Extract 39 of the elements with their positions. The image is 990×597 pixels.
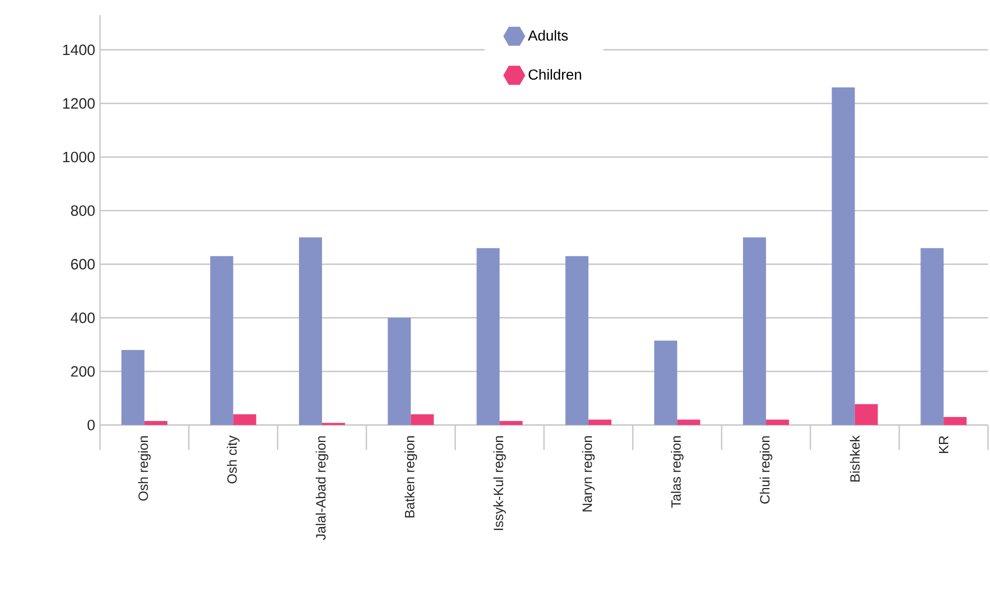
bar: [210, 256, 234, 425]
bar: [677, 420, 700, 425]
bar: [743, 237, 766, 425]
bar: [144, 420, 168, 425]
bar: [388, 318, 411, 425]
bar: [121, 350, 144, 425]
bar: [920, 248, 944, 425]
y-tick-label: 1400: [63, 44, 95, 56]
bar: [766, 420, 789, 425]
y-tick-label: 1000: [63, 152, 95, 162]
bar: [299, 237, 322, 425]
bar: [654, 340, 678, 425]
x-tick-label: Batken region: [404, 436, 418, 518]
bar: [832, 87, 855, 425]
y-tick-label: 200: [71, 366, 95, 377]
y-tick-label: 1200: [63, 98, 95, 109]
bar: [588, 420, 612, 425]
bar: [410, 414, 434, 425]
x-tick-label: Osh city: [226, 435, 240, 484]
bar: [565, 256, 588, 425]
y-tick-label: 600: [71, 258, 95, 270]
x-tick-label: Jalal-Abad region: [316, 436, 328, 540]
bar: [854, 404, 878, 425]
legend-label: Adults: [528, 30, 568, 41]
y-tick-label: 400: [70, 312, 95, 324]
x-tick-label: Talas region: [670, 436, 684, 508]
x-tick-label: Bishkek: [850, 435, 860, 482]
bar: [500, 420, 523, 425]
x-tick-label: KR: [938, 436, 948, 453]
legend-label: Children: [528, 69, 582, 80]
bar: [233, 414, 256, 425]
y-tick-label: 0: [88, 420, 95, 430]
x-tick-label: Osh region: [138, 436, 151, 501]
x-tick-label: Issyk-Kul region: [493, 436, 506, 530]
y-tick-label: 800: [71, 205, 95, 216]
bar: [944, 416, 967, 425]
x-tick-label: Chui region: [760, 436, 772, 504]
bar: [476, 248, 500, 425]
x-tick-label: Naryn region: [582, 436, 595, 512]
